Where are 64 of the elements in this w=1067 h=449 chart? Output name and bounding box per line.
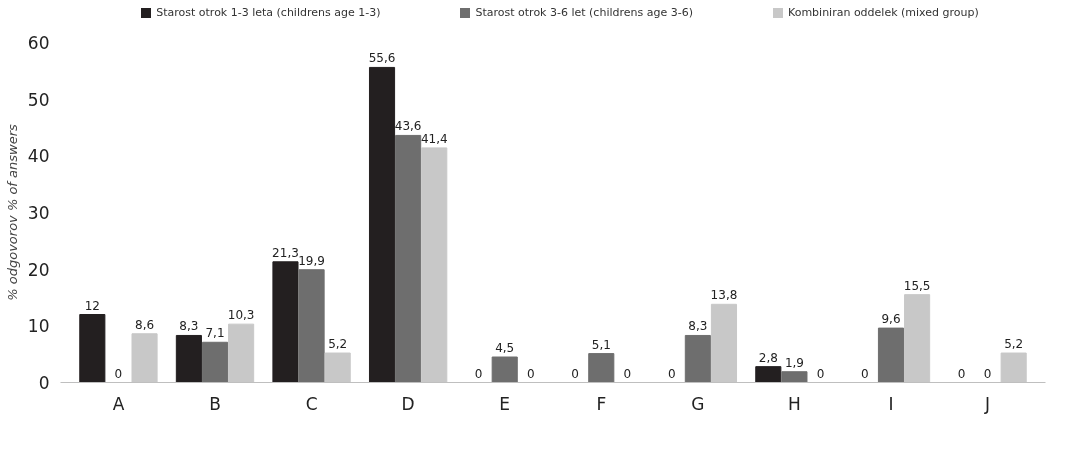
legend-label: Kombiniran oddelek (mixed group) — [787, 5, 979, 21]
bar — [368, 66, 396, 383]
data-label: 1,9 — [784, 355, 804, 370]
data-label: 8,3 — [688, 319, 708, 334]
data-label: 0 — [983, 366, 992, 381]
x-tick-label: F — [596, 393, 607, 414]
data-label: 13,8 — [710, 288, 738, 303]
data-label: 10,3 — [227, 308, 255, 323]
data-label: 0 — [474, 366, 483, 381]
bar — [755, 366, 782, 383]
bar — [298, 269, 325, 383]
data-label: 5,2 — [1004, 337, 1024, 352]
y-tick-label: 30 — [27, 203, 50, 223]
data-label: 9,6 — [881, 312, 901, 327]
x-tick-label: D — [401, 393, 415, 414]
y-tick-label: 20 — [27, 259, 50, 280]
bar — [491, 356, 518, 383]
data-label: 0 — [571, 366, 579, 381]
x-tick-label: H — [788, 393, 801, 414]
data-label: 0 — [957, 366, 966, 381]
bar — [684, 334, 711, 383]
data-label: 2,8 — [758, 350, 778, 365]
bar — [79, 314, 106, 383]
data-label: 8,6 — [135, 317, 155, 332]
y-tick-label: 40 — [27, 146, 50, 167]
data-label: 0 — [861, 366, 869, 381]
data-label: 5,1 — [591, 337, 611, 352]
x-tick-label: E — [499, 393, 511, 414]
y-tick-label: 10 — [27, 316, 50, 337]
data-label: 15,5 — [903, 278, 931, 293]
data-label: 8,3 — [179, 319, 199, 334]
data-label: 7,1 — [205, 326, 225, 341]
data-label: 0 — [816, 366, 825, 381]
data-label: 5,2 — [328, 337, 348, 352]
data-label: 43,6 — [394, 119, 422, 134]
bar — [781, 371, 808, 383]
x-tick-label: J — [984, 393, 991, 414]
x-tick-label: G — [691, 393, 705, 414]
data-label: 19,9 — [298, 253, 325, 268]
legend-label: Starost otrok 3-6 let (childrens age 3-6) — [475, 5, 693, 21]
x-tick-label: B — [209, 393, 221, 414]
y-tick-label: 0 — [38, 373, 50, 393]
y-tick-label: 50 — [27, 89, 50, 110]
bar — [201, 341, 229, 383]
bar — [877, 327, 905, 383]
y-tick-label: 60 — [27, 33, 50, 53]
data-label: 0 — [667, 366, 676, 381]
data-label: 55,6 — [368, 51, 396, 66]
bar — [395, 134, 422, 383]
data-label: 0 — [527, 366, 535, 381]
data-label: 0 — [623, 366, 632, 381]
data-label: 12 — [84, 298, 100, 313]
y-axis-title: % odgovorov % of answers — [4, 124, 20, 301]
legend-label: Starost otrok 1-3 leta (childrens age 1-3) — [156, 5, 381, 21]
bar — [175, 334, 202, 383]
data-label: 0 — [114, 366, 123, 381]
data-label: 41,4 — [420, 131, 448, 146]
data-label: 21,3 — [272, 245, 299, 260]
x-tick-label: C — [305, 393, 318, 414]
x-tick-label: A — [112, 393, 125, 414]
data-label: 4,5 — [495, 341, 515, 355]
bar — [272, 261, 299, 383]
bar — [588, 353, 615, 383]
x-tick-label: I — [888, 393, 894, 414]
